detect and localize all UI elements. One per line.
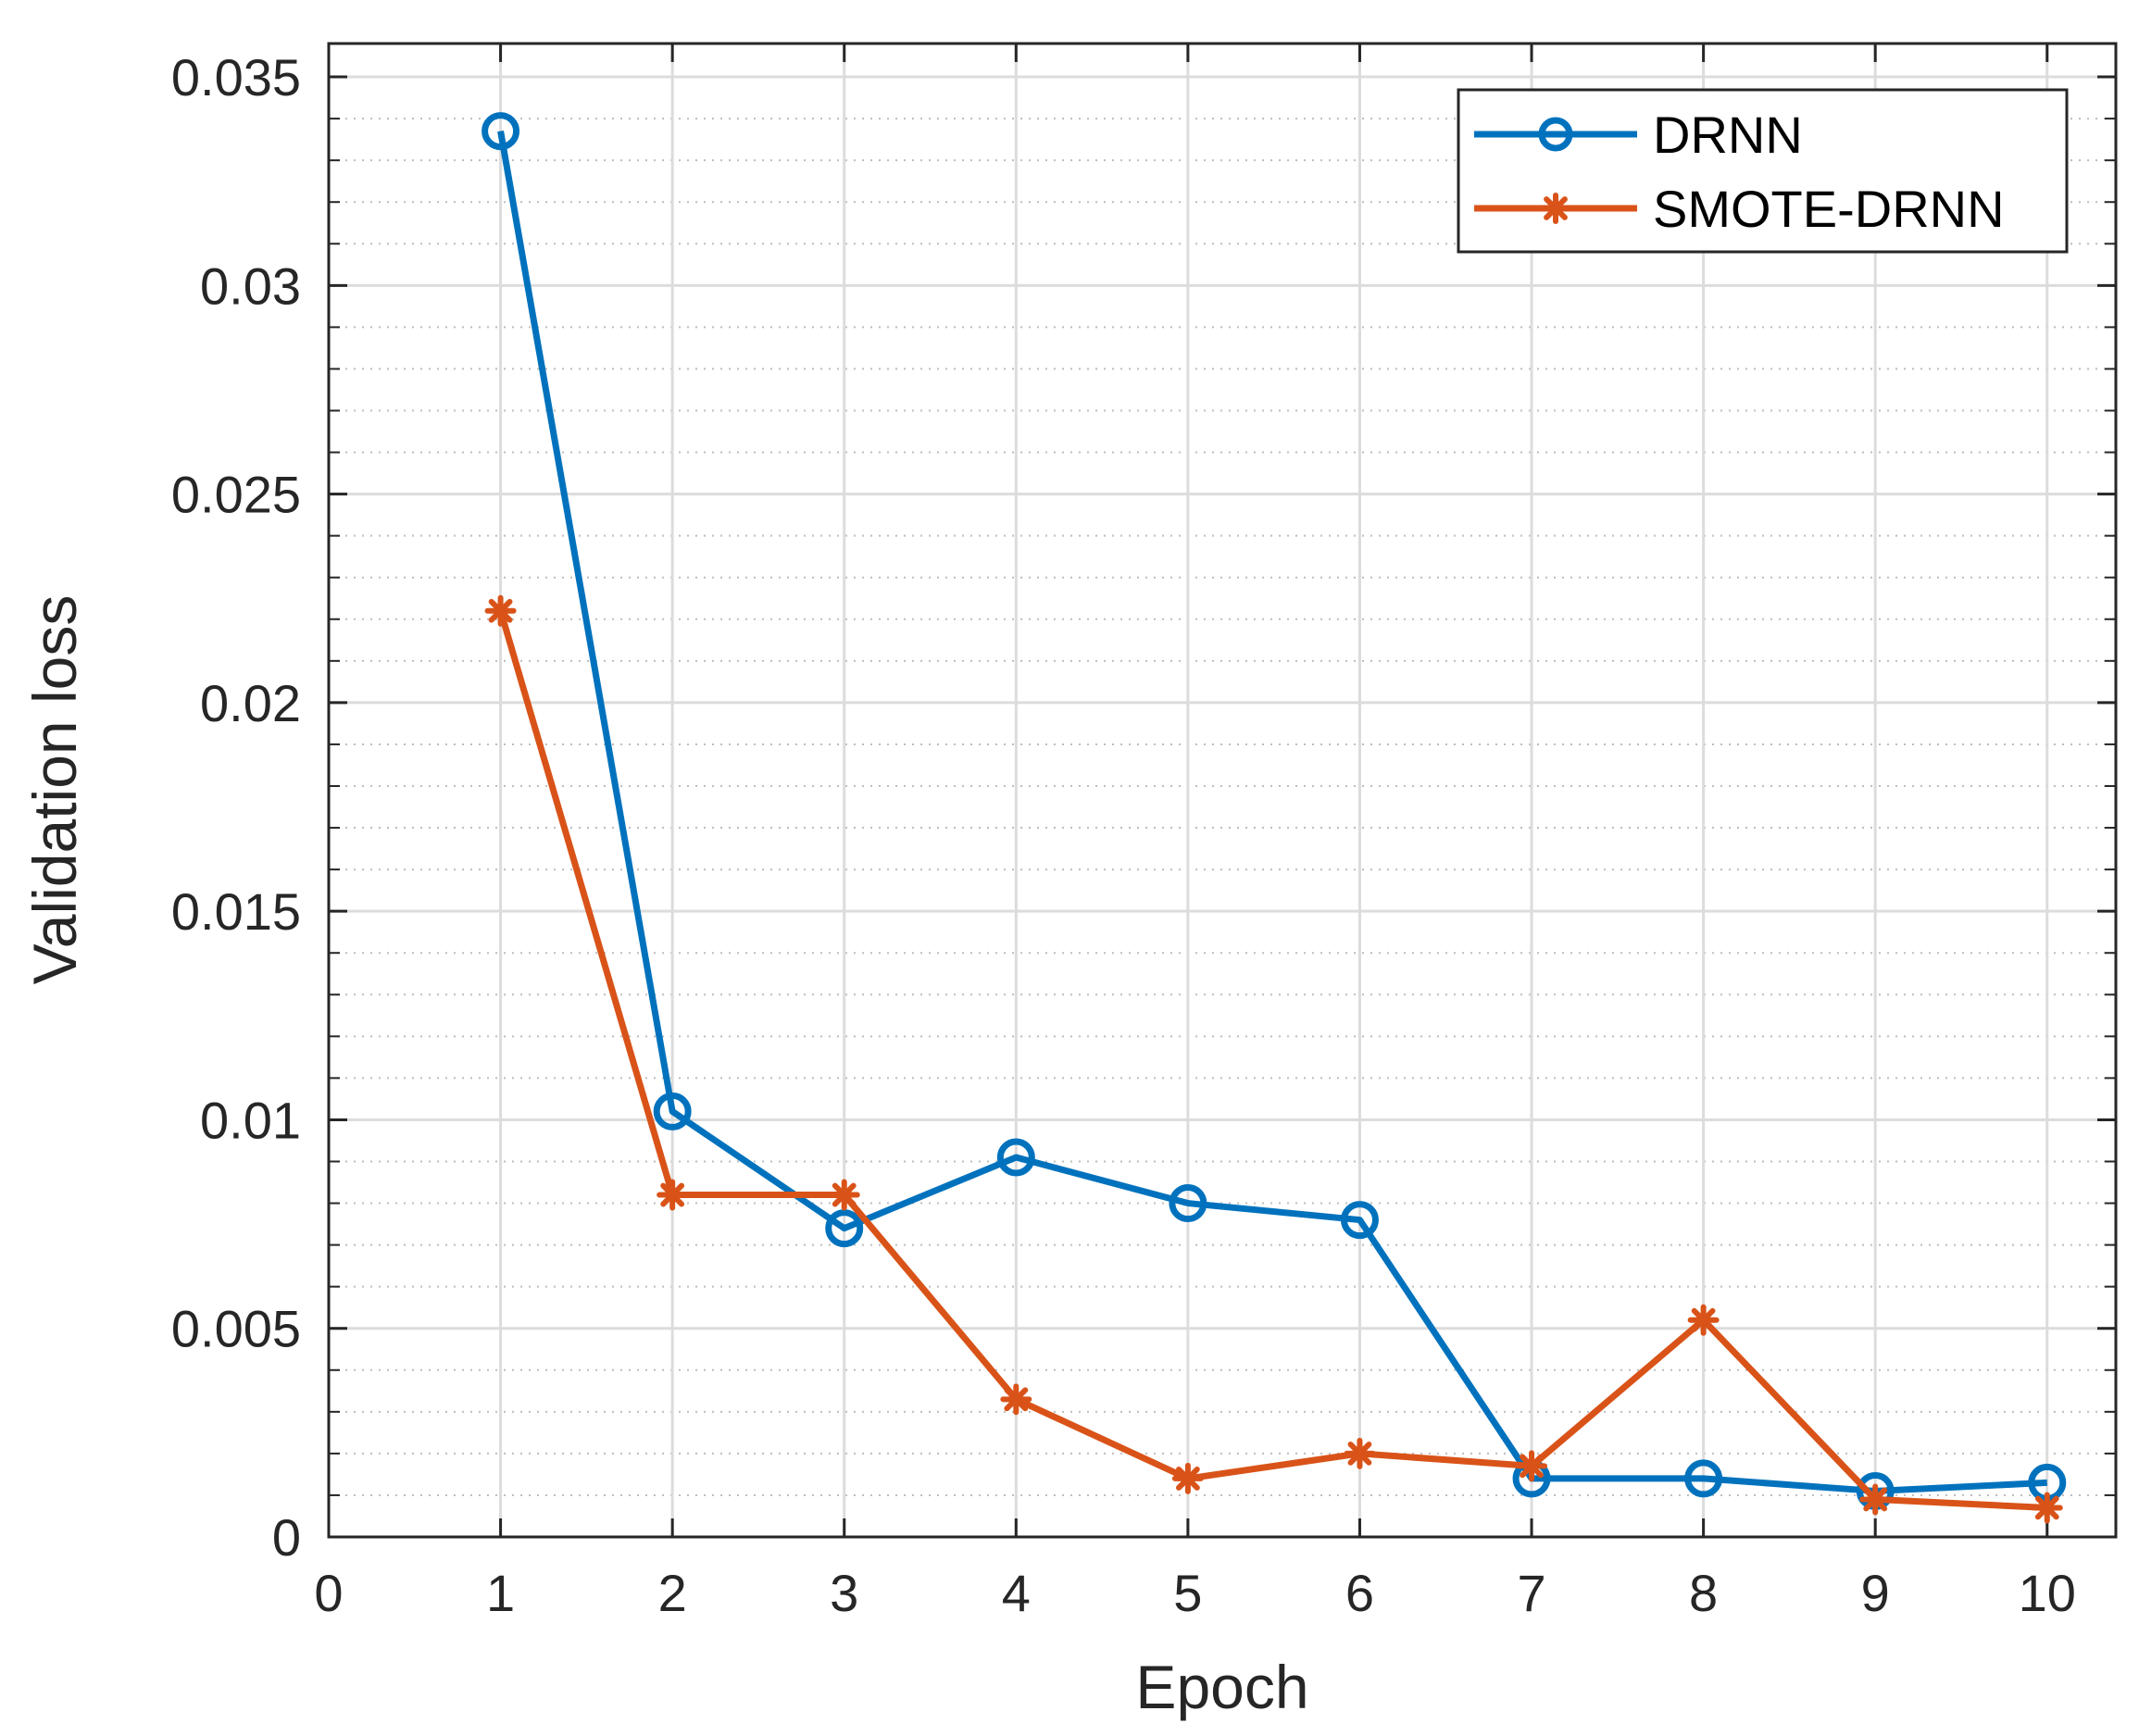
series-smote-drnn (484, 594, 2063, 1524)
asterisk-stroke (1004, 1387, 1029, 1412)
x-tick-label: 3 (830, 1564, 858, 1622)
x-tick-label: 5 (1173, 1564, 1202, 1622)
asterisk-stroke (2034, 1495, 2059, 1520)
data-point (1169, 1184, 1207, 1223)
legend: DRNN SMOTE-DRNN (1457, 88, 2069, 254)
x-tick-label: 6 (1345, 1564, 1374, 1622)
legend-box (1457, 88, 2069, 254)
major-grid (329, 44, 2116, 1537)
data-point (1516, 1450, 1548, 1482)
series-line (497, 609, 2047, 1511)
series-layer (482, 112, 2067, 1524)
asterisk-stroke (1863, 1487, 1888, 1512)
data-point (1859, 1483, 1892, 1516)
x-axis-label: Epoch (1135, 1653, 1308, 1721)
data-point (1340, 1201, 1379, 1240)
asterisk-stroke (488, 598, 513, 623)
axis-ticks (327, 44, 2116, 1539)
y-tick-label: 0.03 (200, 256, 301, 315)
data-point (1684, 1459, 1723, 1498)
data-point (653, 1092, 692, 1130)
data-point (996, 1138, 1035, 1177)
data-point (825, 1209, 864, 1248)
y-tick-label: 0 (272, 1508, 301, 1567)
asterisk-stroke (1691, 1307, 1716, 1332)
x-tick-label: 7 (1517, 1564, 1545, 1622)
y-tick-label: 0.035 (171, 48, 301, 106)
minor-grid (329, 118, 2116, 1496)
y-tick-labels: 0 0.005 0.01 0.015 0.02 0.025 0.03 0.035 (171, 48, 301, 1567)
plot-area (329, 44, 2116, 1537)
data-point (1000, 1383, 1032, 1416)
y-tick-label: 0.005 (171, 1300, 301, 1358)
data-point (1344, 1437, 1376, 1469)
x-tick-label: 9 (1861, 1564, 1890, 1622)
legend-marker-smote-drnn (1540, 193, 1571, 224)
asterisk-stroke (1175, 1467, 1200, 1491)
y-axis-label: Validation loss (20, 595, 89, 985)
asterisk-stroke (1347, 1441, 1372, 1466)
x-tick-label: 8 (1689, 1564, 1718, 1622)
data-point (2031, 1492, 2063, 1524)
data-point (657, 1179, 689, 1211)
plot-box (327, 42, 2118, 1539)
asterisk-stroke (832, 1182, 857, 1207)
legend-marker-drnn (1538, 117, 1573, 152)
data-point (482, 112, 520, 151)
x-tick-label: 1 (486, 1564, 515, 1622)
y-tick-label: 0.015 (171, 882, 301, 941)
asterisk-stroke (1520, 1454, 1544, 1479)
y-tick-label: 0.025 (171, 466, 301, 524)
y-tick-label: 0.02 (200, 674, 301, 732)
legend-label-smote-drnn: SMOTE-DRNN (1653, 180, 2005, 238)
data-point (1171, 1462, 1204, 1494)
x-tick-label: 2 (658, 1564, 687, 1622)
data-point (484, 594, 517, 627)
series-line (497, 131, 2047, 1494)
data-point (828, 1179, 860, 1211)
x-tick-label: 4 (1002, 1564, 1031, 1622)
x-tick-label: 0 (314, 1564, 343, 1622)
legend-asterisk (1540, 193, 1571, 224)
y-tick-label: 0.01 (200, 1091, 301, 1149)
asterisk-stroke (660, 1182, 685, 1207)
data-point (1687, 1304, 1720, 1336)
asterisk-stroke (1544, 196, 1568, 220)
x-tick-labels: 0 1 2 3 4 5 6 7 8 9 10 (314, 1564, 2075, 1622)
x-tick-label: 10 (2019, 1564, 2076, 1622)
legend-label-drnn: DRNN (1653, 106, 1803, 164)
